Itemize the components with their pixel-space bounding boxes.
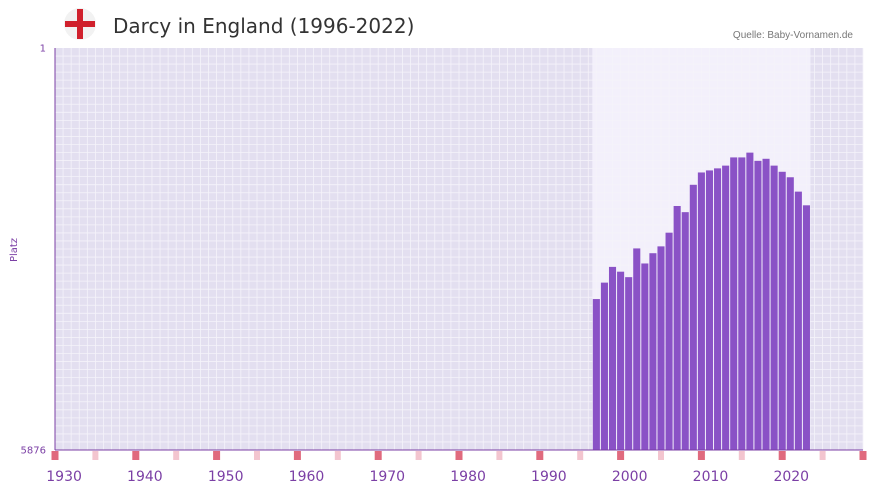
x-tick-label: 2020: [773, 469, 809, 485]
x-tick-label: 1940: [127, 469, 163, 485]
y-tick-label: 1: [40, 44, 46, 55]
x-tick-label: 1980: [450, 469, 486, 485]
england-flag-icon: [64, 8, 96, 40]
decade-marker: [132, 451, 140, 460]
half-decade-marker: [92, 451, 99, 460]
bar: [600, 282, 608, 450]
bar: [592, 299, 600, 450]
half-decade-marker: [819, 451, 826, 460]
chart-header: Darcy in England (1996-2022) Quelle: Bab…: [0, 0, 873, 50]
half-decade-marker: [334, 451, 341, 460]
bar: [633, 248, 641, 450]
bar: [705, 170, 714, 450]
y-tick-label: 5876: [21, 446, 46, 457]
bar-series: [592, 152, 810, 451]
x-tick-label: 2010: [693, 469, 729, 485]
half-decade-marker: [658, 451, 664, 460]
decade-marker: [293, 451, 301, 460]
bar: [762, 158, 770, 450]
x-tick-label: 1960: [289, 469, 325, 485]
bar: [738, 157, 746, 451]
decade-marker: [536, 451, 544, 460]
decade-marker: [617, 451, 625, 460]
x-tick-label: 1930: [46, 469, 82, 485]
y-axis-label: Platz: [9, 238, 20, 262]
x-tick-label: 1970: [369, 469, 405, 485]
x-tick-label: 1950: [208, 469, 244, 485]
bar: [649, 253, 657, 450]
decade-markers: [51, 451, 867, 460]
bar: [770, 165, 778, 451]
y-tick-labels: 1 5876: [21, 44, 46, 457]
x-tick-label: 2000: [612, 469, 648, 485]
decade-marker: [778, 451, 786, 460]
bar: [657, 246, 665, 450]
bar: [746, 152, 754, 451]
bar: [681, 212, 689, 450]
bar: [665, 232, 673, 450]
decade-marker: [213, 451, 221, 460]
decade-marker: [859, 451, 867, 460]
bar: [689, 184, 697, 450]
decade-marker: [374, 451, 382, 460]
x-tick-labels: 1930 1940 1950 1960 1970 1980 1990 2000 2010 2020: [46, 469, 809, 485]
bar: [625, 277, 633, 450]
source-credit: Quelle: Baby-Vornamen.de: [732, 30, 853, 41]
bar: [714, 168, 722, 450]
axes: [54, 48, 863, 451]
bar: [754, 160, 762, 450]
half-decade-marker: [496, 451, 503, 460]
half-decade-marker: [577, 451, 584, 460]
x-tick-label: 1990: [531, 469, 567, 485]
bar: [786, 177, 794, 450]
half-decade-marker: [738, 451, 745, 460]
bar: [641, 263, 649, 450]
bar: [802, 205, 810, 450]
decade-marker: [697, 451, 705, 460]
half-decade-marker: [173, 451, 180, 460]
bar: [778, 171, 786, 450]
bar: [608, 266, 617, 450]
bar: [697, 172, 705, 450]
bar: [722, 165, 730, 451]
bar: [794, 191, 802, 451]
bar: [617, 271, 625, 450]
half-decade-marker: [254, 451, 260, 460]
chart-title: Darcy in England (1996-2022): [113, 14, 415, 38]
decade-marker: [51, 451, 59, 460]
half-decade-marker: [415, 451, 422, 460]
decade-marker: [455, 451, 463, 460]
bar: [730, 157, 738, 451]
bar: [673, 205, 681, 450]
